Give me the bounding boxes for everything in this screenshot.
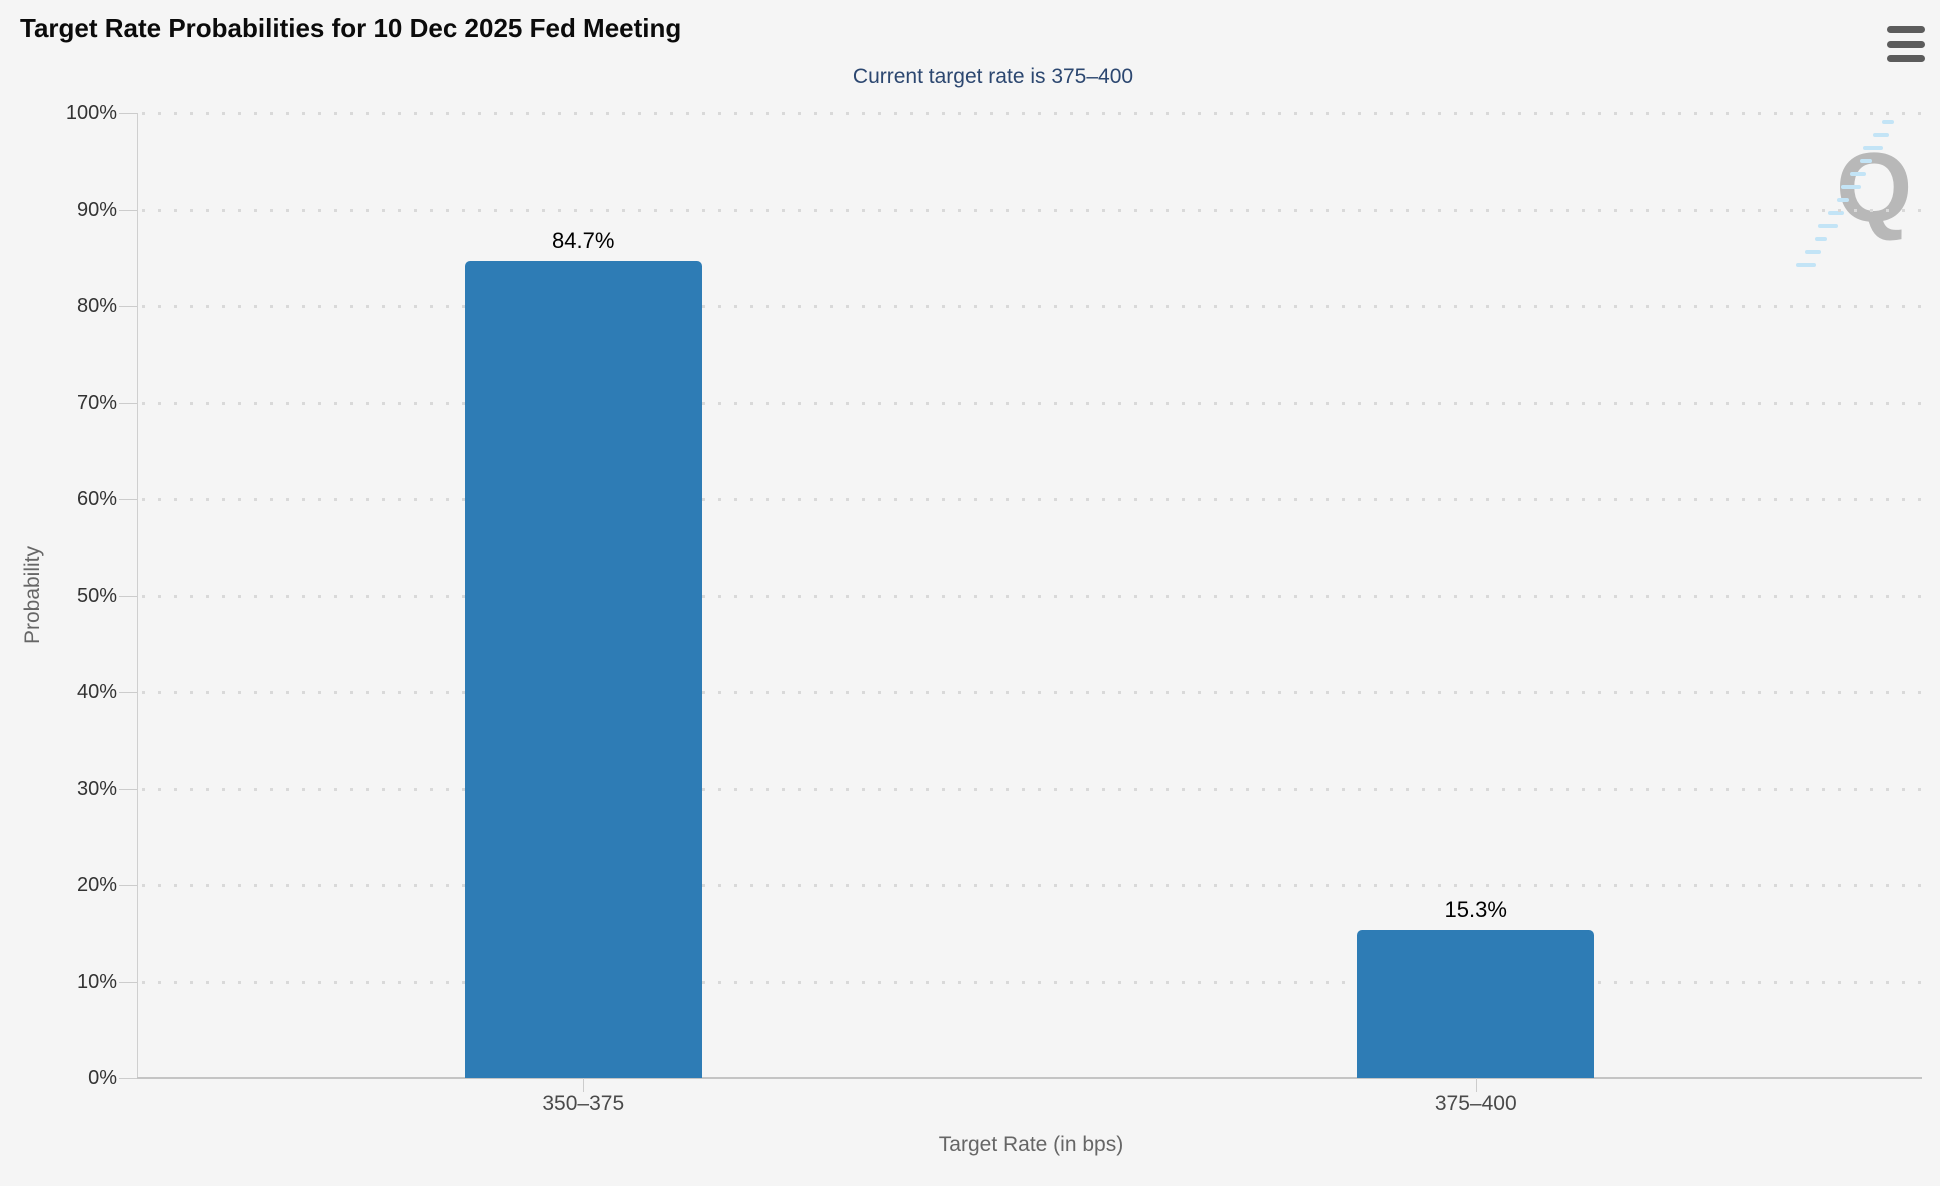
gridline xyxy=(142,787,1922,791)
x-axis-line xyxy=(137,1077,1922,1079)
gridline xyxy=(142,112,1922,115)
chart-subtitle: Current target rate is 375–400 xyxy=(852,65,1134,88)
x-tick-mark xyxy=(583,1078,585,1092)
y-tick-mark xyxy=(119,788,137,790)
gridline xyxy=(142,884,1922,887)
y-tick-mark xyxy=(119,1078,137,1079)
y-tick-mark xyxy=(119,981,137,983)
y-tick-label: 30% xyxy=(76,777,117,800)
y-tick-label: 70% xyxy=(76,391,117,414)
y-tick-label: 80% xyxy=(76,295,117,317)
hamburger-icon xyxy=(1887,26,1925,33)
gridline xyxy=(142,305,1922,308)
gridline xyxy=(142,208,1922,212)
y-axis-line xyxy=(137,113,138,1078)
gridline xyxy=(142,691,1922,694)
gridline xyxy=(142,401,1922,405)
gridline xyxy=(142,498,1922,501)
x-tick-mark xyxy=(1475,1078,1477,1092)
y-tick-label: 100% xyxy=(65,102,117,124)
y-axis-title: Probability xyxy=(21,545,44,645)
y-tick-mark xyxy=(119,885,137,886)
chart-title: Target Rate Probabilities for 10 Dec 202… xyxy=(20,13,682,43)
y-tick-label: 90% xyxy=(76,198,117,221)
y-tick-mark xyxy=(119,113,137,114)
y-tick-mark xyxy=(119,209,137,211)
x-category-label: 350–375 xyxy=(542,1092,625,1115)
x-category-label: 375–400 xyxy=(1434,1092,1517,1115)
probability-bar[interactable] xyxy=(464,260,702,1078)
y-tick-label: 60% xyxy=(76,488,117,510)
y-tick-label: 10% xyxy=(76,970,117,993)
gridline xyxy=(142,980,1922,984)
probability-bar[interactable] xyxy=(1357,930,1595,1078)
y-tick-label: 20% xyxy=(76,874,117,896)
x-axis-title: Target Rate (in bps) xyxy=(938,1133,1124,1156)
y-tick-mark xyxy=(119,692,137,693)
y-tick-label: 0% xyxy=(88,1067,117,1089)
y-tick-mark xyxy=(119,306,137,307)
bar-value-label: 15.3% xyxy=(1444,897,1507,923)
y-tick-label: 50% xyxy=(76,584,117,607)
chart-menu-button[interactable] xyxy=(1882,22,1930,66)
y-tick-mark xyxy=(119,595,137,597)
gridline xyxy=(142,594,1922,598)
y-tick-mark xyxy=(119,499,137,500)
y-tick-label: 40% xyxy=(76,681,117,703)
bar-value-label: 84.7% xyxy=(552,227,615,253)
y-tick-mark xyxy=(119,402,137,404)
